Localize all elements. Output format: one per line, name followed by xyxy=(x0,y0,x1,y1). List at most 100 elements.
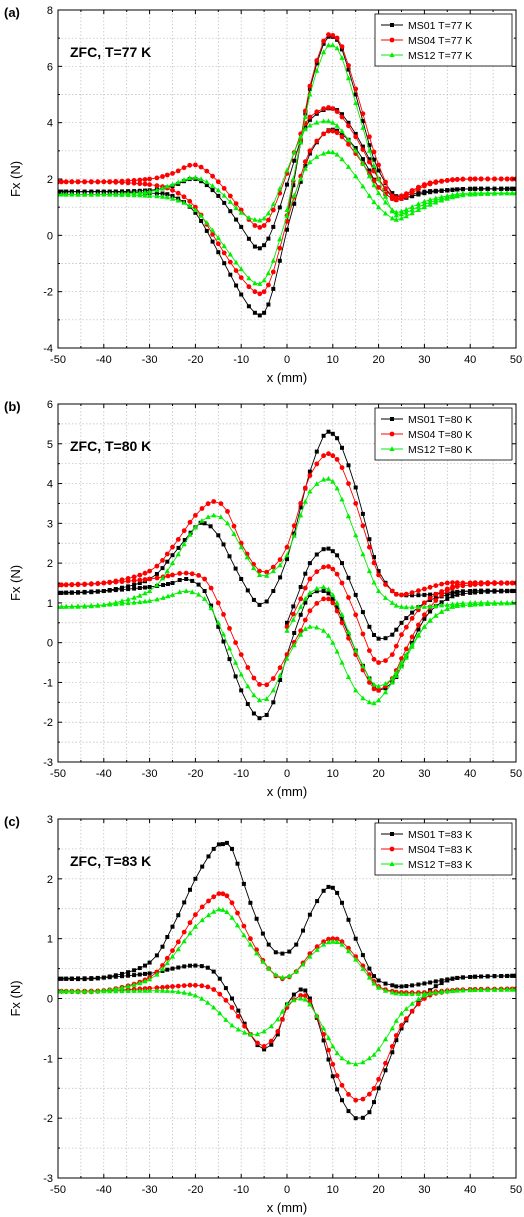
data-point xyxy=(247,284,252,289)
data-point xyxy=(361,111,366,116)
data-point xyxy=(314,139,319,144)
data-point xyxy=(216,194,220,198)
data-point xyxy=(330,129,335,134)
data-point xyxy=(155,953,159,957)
data-point xyxy=(505,177,510,182)
data-point xyxy=(182,165,187,170)
data-point xyxy=(190,579,194,583)
data-point xyxy=(96,589,100,593)
data-point xyxy=(335,553,339,557)
y-axis-label: Fx (N) xyxy=(8,161,23,197)
data-point xyxy=(340,620,345,625)
data-point xyxy=(376,190,381,195)
data-point xyxy=(69,179,74,184)
data-point xyxy=(331,549,335,553)
data-point xyxy=(461,590,465,594)
data-point xyxy=(335,109,340,114)
data-point xyxy=(394,592,399,597)
data-point xyxy=(216,179,221,184)
data-point xyxy=(217,842,221,846)
data-point xyxy=(416,588,421,593)
y-tick-label: 6 xyxy=(47,399,53,411)
data-point xyxy=(258,246,262,250)
data-point xyxy=(184,577,188,581)
data-point xyxy=(340,446,344,450)
data-point xyxy=(196,573,201,578)
legend-entry: MS01 T=80 K xyxy=(408,414,472,426)
data-point xyxy=(161,583,165,587)
data-point xyxy=(331,1074,335,1078)
data-point xyxy=(307,590,312,595)
data-point xyxy=(308,608,313,613)
data-point xyxy=(166,582,170,586)
legend-entry: MS12 T=80 K xyxy=(408,444,472,456)
data-point xyxy=(390,194,395,199)
data-point xyxy=(416,983,420,987)
data-point xyxy=(308,473,313,478)
data-point xyxy=(155,564,160,569)
data-point xyxy=(200,506,205,511)
data-point xyxy=(307,624,312,629)
data-point xyxy=(248,901,252,905)
data-point xyxy=(239,225,243,229)
y-axis-label: Fx (N) xyxy=(8,565,23,601)
data-point xyxy=(278,259,282,263)
data-point xyxy=(170,573,175,578)
data-point xyxy=(199,165,204,170)
data-point xyxy=(218,977,222,981)
x-tick-label: -40 xyxy=(96,1184,112,1196)
data-point xyxy=(234,674,238,678)
x-axis-label: x (mm) xyxy=(267,784,307,799)
data-point xyxy=(132,583,136,587)
data-point xyxy=(445,581,450,586)
data-point xyxy=(234,284,238,288)
data-point xyxy=(422,190,426,194)
data-point xyxy=(367,537,371,541)
data-point xyxy=(434,984,438,988)
data-point xyxy=(361,1116,365,1120)
data-point xyxy=(224,998,229,1003)
data-point xyxy=(298,501,303,506)
data-point xyxy=(315,899,319,903)
data-point xyxy=(346,513,351,518)
data-point xyxy=(253,245,257,249)
data-point xyxy=(499,589,503,593)
data-point xyxy=(230,1005,235,1010)
data-point xyxy=(410,191,415,196)
data-point xyxy=(255,917,259,921)
data-point xyxy=(113,580,118,585)
series-ms01 xyxy=(56,430,518,721)
y-tick-label: 1 xyxy=(47,598,53,610)
data-point xyxy=(233,640,238,645)
data-point xyxy=(354,1116,358,1120)
data-point xyxy=(367,1092,372,1097)
data-point xyxy=(390,983,394,987)
data-point xyxy=(242,882,246,886)
data-point xyxy=(361,512,365,516)
data-point xyxy=(331,886,335,890)
x-tick-label: 30 xyxy=(418,768,430,780)
data-point xyxy=(170,984,175,989)
data-point xyxy=(428,182,433,187)
data-point xyxy=(322,889,326,893)
data-point xyxy=(108,589,112,593)
data-point xyxy=(190,571,195,576)
data-point xyxy=(335,130,340,135)
legend-entry: MS04 T=80 K xyxy=(408,429,472,441)
data-point xyxy=(227,646,232,651)
x-tick-label: 0 xyxy=(284,768,290,780)
data-point xyxy=(330,1044,335,1049)
data-point xyxy=(354,486,358,490)
data-point xyxy=(176,551,181,556)
data-point xyxy=(326,1048,331,1053)
data-point xyxy=(114,588,118,592)
data-point xyxy=(278,557,283,562)
data-point xyxy=(292,159,296,163)
data-point xyxy=(222,201,226,205)
data-point xyxy=(416,1002,421,1007)
data-point xyxy=(285,545,290,550)
data-point xyxy=(492,580,497,585)
data-point xyxy=(269,1039,274,1044)
data-point xyxy=(308,577,313,582)
data-point xyxy=(399,1023,404,1028)
